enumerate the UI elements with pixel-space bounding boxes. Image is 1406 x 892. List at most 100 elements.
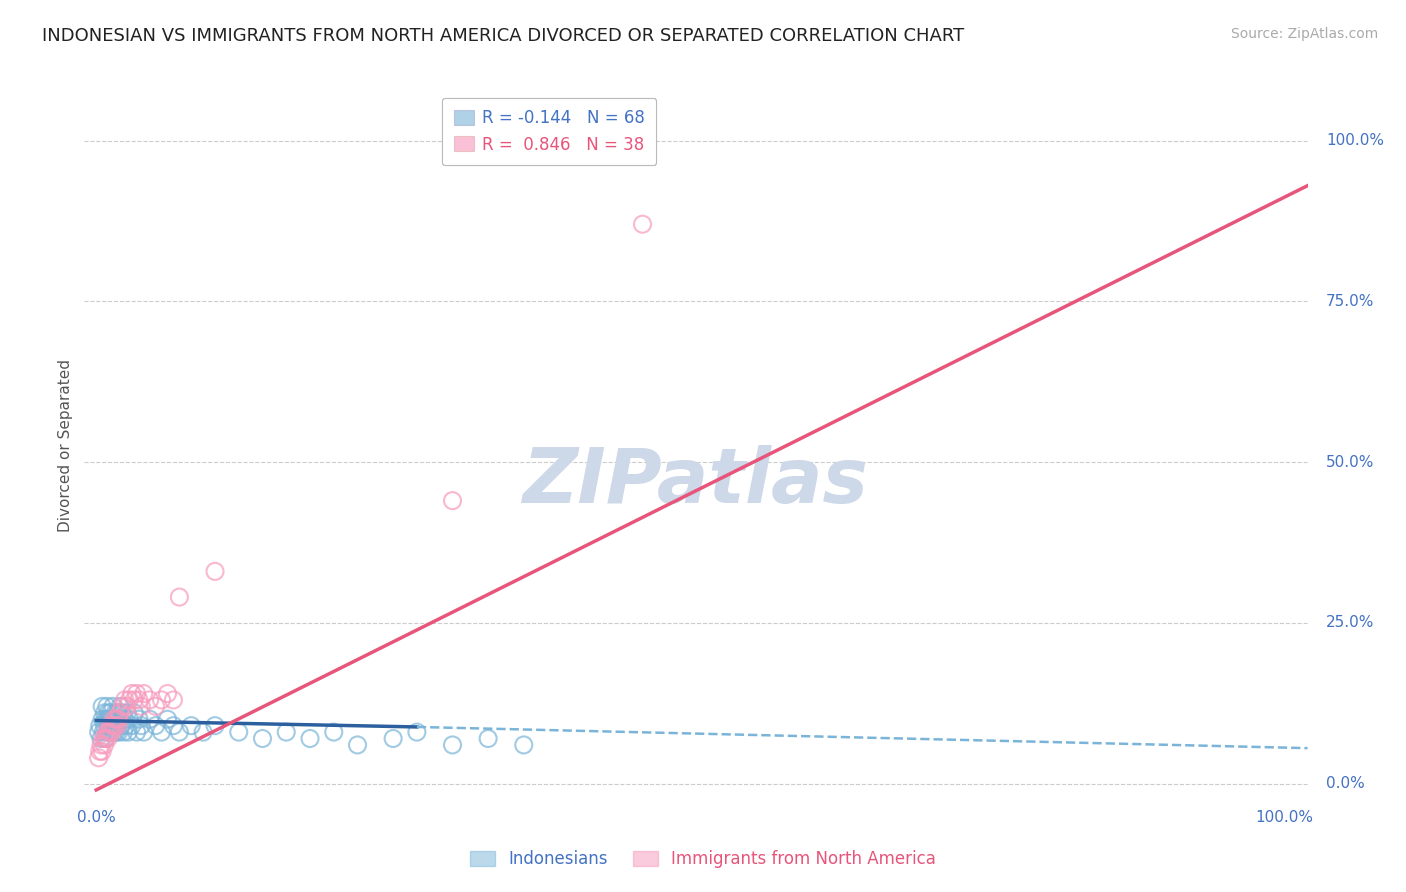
Point: [125, 686, 148, 700]
Point: [100, 725, 122, 739]
Point: [513, 738, 536, 752]
Point: [94, 731, 117, 746]
Point: [150, 725, 173, 739]
Point: [322, 725, 344, 739]
Point: [115, 706, 138, 720]
Point: [91, 699, 114, 714]
Point: [114, 712, 136, 726]
Point: [156, 686, 179, 700]
Point: [138, 712, 160, 726]
Text: 100.0%: 100.0%: [1326, 133, 1384, 148]
Point: [97, 712, 120, 726]
Point: [145, 699, 167, 714]
Point: [204, 719, 226, 733]
Point: [115, 719, 138, 733]
Y-axis label: Divorced or Separated: Divorced or Separated: [58, 359, 73, 533]
Point: [94, 712, 117, 726]
Legend: R = -0.144   N = 68, R =  0.846   N = 38: R = -0.144 N = 68, R = 0.846 N = 38: [441, 97, 657, 165]
Point: [87, 751, 110, 765]
Point: [441, 738, 464, 752]
Point: [97, 719, 120, 733]
Point: [104, 719, 127, 733]
Point: [97, 731, 120, 746]
Point: [105, 712, 128, 726]
Point: [631, 217, 654, 231]
Point: [128, 693, 150, 707]
Point: [96, 725, 118, 739]
Point: [108, 712, 131, 726]
Point: [121, 686, 143, 700]
Point: [100, 719, 122, 733]
Point: [93, 706, 115, 720]
Point: [122, 706, 145, 720]
Point: [93, 725, 115, 739]
Text: 0.0%: 0.0%: [1326, 776, 1365, 791]
Text: 50.0%: 50.0%: [1326, 455, 1374, 469]
Point: [98, 725, 121, 739]
Point: [131, 719, 153, 733]
Point: [101, 719, 124, 733]
Point: [128, 712, 150, 726]
Point: [107, 706, 129, 720]
Point: [104, 719, 127, 733]
Point: [276, 725, 298, 739]
Point: [101, 699, 124, 714]
Point: [87, 725, 110, 739]
Point: [145, 719, 167, 733]
Point: [89, 744, 111, 758]
Point: [406, 725, 429, 739]
Point: [93, 738, 115, 752]
Point: [93, 731, 115, 746]
Point: [121, 719, 143, 733]
Point: [96, 725, 118, 739]
Point: [122, 693, 145, 707]
Point: [441, 493, 464, 508]
Point: [107, 719, 129, 733]
Point: [107, 725, 129, 739]
Point: [114, 693, 136, 707]
Text: ZIPatlas: ZIPatlas: [523, 445, 869, 518]
Point: [94, 731, 117, 746]
Point: [191, 725, 214, 739]
Point: [132, 686, 155, 700]
Text: 75.0%: 75.0%: [1326, 293, 1374, 309]
Point: [108, 706, 131, 720]
Point: [156, 712, 179, 726]
Point: [125, 725, 148, 739]
Point: [162, 693, 184, 707]
Point: [111, 699, 134, 714]
Point: [91, 744, 114, 758]
Point: [110, 719, 132, 733]
Point: [103, 725, 125, 739]
Point: [111, 706, 134, 720]
Point: [93, 719, 115, 733]
Point: [346, 738, 368, 752]
Text: Source: ZipAtlas.com: Source: ZipAtlas.com: [1230, 27, 1378, 41]
Point: [132, 725, 155, 739]
Point: [162, 719, 184, 733]
Point: [228, 725, 250, 739]
Point: [112, 725, 135, 739]
Point: [105, 725, 128, 739]
Point: [169, 590, 191, 604]
Point: [89, 719, 111, 733]
Point: [98, 725, 121, 739]
Point: [100, 712, 122, 726]
Legend: Indonesians, Immigrants from North America: Indonesians, Immigrants from North Ameri…: [464, 844, 942, 875]
Text: INDONESIAN VS IMMIGRANTS FROM NORTH AMERICA DIVORCED OR SEPARATED CORRELATION CH: INDONESIAN VS IMMIGRANTS FROM NORTH AMER…: [42, 27, 965, 45]
Point: [117, 725, 139, 739]
Point: [90, 738, 112, 752]
Point: [107, 719, 129, 733]
Point: [91, 712, 114, 726]
Point: [118, 693, 141, 707]
Point: [105, 712, 128, 726]
Point: [103, 712, 125, 726]
Point: [96, 699, 118, 714]
Point: [150, 693, 173, 707]
Point: [97, 706, 120, 720]
Point: [101, 719, 124, 733]
Point: [108, 699, 131, 714]
Point: [100, 725, 122, 739]
Point: [100, 706, 122, 720]
Point: [115, 699, 138, 714]
